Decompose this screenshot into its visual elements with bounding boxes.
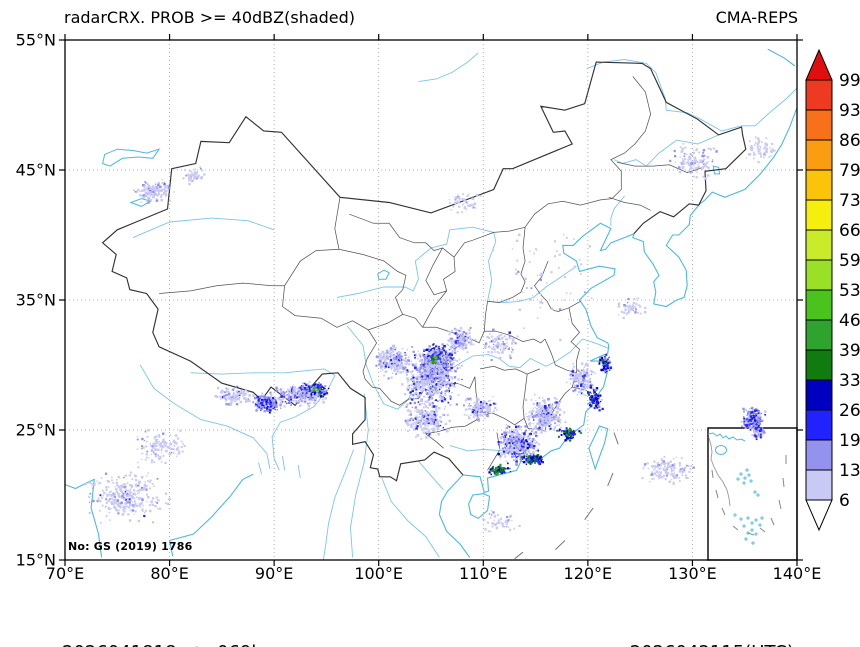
colorbar-tick-label: 33 [839,371,860,391]
colorbar-tick-label: 73 [839,191,860,211]
y-tick-label: 15°N [15,550,56,570]
probability-shading [84,136,776,533]
map-approval-note: No: GS (2019) 1786 [68,540,193,553]
x-tick-label: 100°E [354,564,404,583]
y-tick-label: 35°N [15,290,56,310]
colorbar-tick-label: 86 [839,131,860,151]
colorbar-tick-label: 53 [839,281,860,301]
valid-time-utc: 2026042115(UTC) [630,640,794,647]
model-name: CMA-REPS [715,8,798,27]
x-tick-label: 110°E [458,564,508,583]
colorbar-over-arrow [805,48,833,81]
colorbar-tick-label: 39 [839,341,860,361]
colorbar-tick-label: 99 [839,71,860,91]
south-china-sea-inset [707,427,798,561]
chart-title: radarCRX. PROB >= 40dBZ(shaded) [64,8,356,27]
valid-times: 2026042115(UTC) 2026042123(CST) [630,588,794,647]
y-tick-label: 55°N [15,30,56,50]
admin-borders [101,61,747,560]
colorbar-tick-label: 13 [839,461,860,481]
x-tick-label: 140°E [772,564,822,583]
init-times: 2026041818 + 069h 2026041902 + 069h [62,588,263,647]
colorbar-tick-label: 93 [839,101,860,121]
x-tick-label: 130°E [668,564,717,583]
coastlines-rivers-lakes [65,48,797,560]
plot-frame-ticks [59,34,803,566]
graticule [65,40,797,560]
colorbar-tick-label: 46 [839,311,860,331]
china-national-border [101,61,747,482]
colorbar-tick-label: 26 [839,401,860,421]
x-tick-label: 90°E [254,564,294,583]
y-tick-label: 45°N [15,160,56,180]
colorbar-tick-label: 6 [839,491,850,511]
x-tick-label: 120°E [563,564,613,583]
colorbar-tick-label: 66 [839,221,860,241]
x-tick-label: 80°E [150,564,189,583]
colorbar-tick-label: 79 [839,161,860,181]
inset-frame [707,427,798,561]
colorbar-under-arrow [805,499,833,532]
init-time-line1: 2026041818 + 069h [62,640,263,647]
colorbar-tick-label: 59 [839,251,860,271]
y-tick-label: 25°N [15,420,56,440]
colorbar-tick-label: 19 [839,431,860,451]
colorbar: 6 13 19 26 33 39 46 53 59 66 73 79 86 93 99 [805,48,860,532]
x-tick-label: 70°E [45,564,85,583]
